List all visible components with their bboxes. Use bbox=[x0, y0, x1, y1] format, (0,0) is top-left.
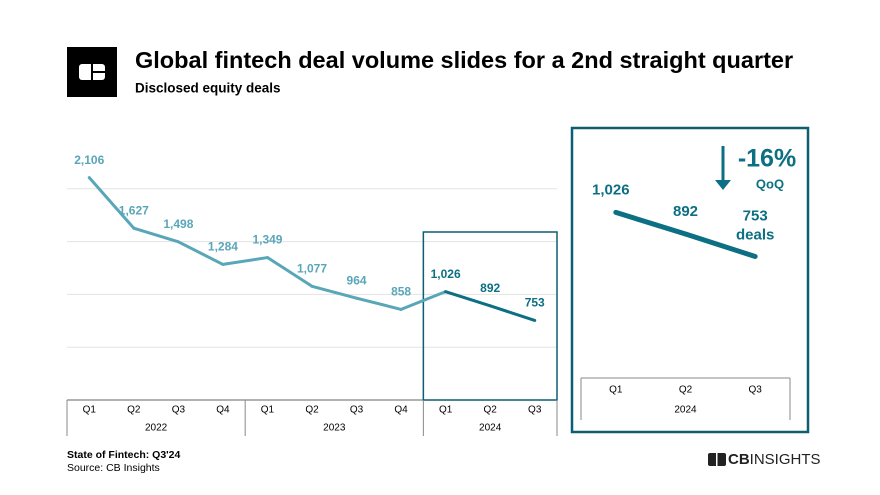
x-tick-label: Q1 bbox=[439, 405, 453, 416]
chart-title: Global fintech deal volume slides for a … bbox=[135, 47, 793, 73]
x-tick-label: Q2 bbox=[484, 405, 498, 416]
x-group-label: 2022 bbox=[145, 423, 168, 434]
footer-report: State of Fintech: Q3'24 bbox=[67, 449, 181, 461]
data-label: 753 bbox=[743, 207, 768, 224]
data-label: 1,349 bbox=[252, 233, 282, 247]
change-label: -16% bbox=[738, 145, 796, 173]
x-tick-label: Q3 bbox=[172, 405, 186, 416]
change-arrow-head bbox=[715, 180, 731, 190]
line-segment bbox=[132, 226, 180, 244]
x-tick-label: Q1 bbox=[261, 405, 275, 416]
x-tick-label: Q3 bbox=[528, 405, 542, 416]
brand-icon bbox=[716, 453, 718, 466]
unit-label: deals bbox=[736, 226, 774, 243]
x-tick-label: Q1 bbox=[83, 405, 97, 416]
inset-frame bbox=[570, 126, 810, 434]
line-segment bbox=[176, 240, 225, 266]
line-segment bbox=[488, 304, 537, 322]
data-label: 892 bbox=[673, 203, 698, 220]
data-label: 964 bbox=[347, 273, 367, 287]
data-label: 858 bbox=[391, 285, 411, 299]
x-tick-label: Q1 bbox=[609, 385, 623, 396]
x-tick-label: Q2 bbox=[127, 405, 141, 416]
data-label: 1,627 bbox=[119, 203, 149, 217]
brand-text: INSIGHTS bbox=[750, 451, 821, 468]
footer-source: Source: CB Insights bbox=[67, 462, 160, 474]
line-segment bbox=[355, 296, 403, 311]
highlight-box bbox=[422, 231, 558, 401]
line-segment bbox=[265, 256, 314, 288]
line-segment bbox=[444, 290, 492, 308]
logo-icon-mark bbox=[93, 71, 105, 73]
brand-bold: CB bbox=[728, 451, 750, 468]
line-segment bbox=[683, 231, 758, 259]
x-group-label: 2024 bbox=[479, 423, 502, 434]
x-tick-label: Q3 bbox=[350, 405, 364, 416]
data-label: 753 bbox=[525, 296, 545, 310]
x-group-label: 2023 bbox=[323, 423, 346, 434]
line-segment bbox=[310, 284, 359, 300]
x-tick-label: Q2 bbox=[305, 405, 319, 416]
data-label: 1,284 bbox=[208, 240, 238, 254]
x-tick-label: Q4 bbox=[394, 405, 408, 416]
data-label: 1,077 bbox=[297, 261, 327, 275]
x-tick-label: Q4 bbox=[216, 405, 230, 416]
x-tick-label: Q3 bbox=[748, 385, 762, 396]
x-tick-label: Q2 bbox=[679, 385, 693, 396]
line-segment bbox=[399, 290, 448, 311]
logo-icon-mark bbox=[91, 64, 93, 80]
chart-subtitle: Disclosed equity deals bbox=[135, 81, 281, 96]
x-group-label: 2024 bbox=[674, 405, 697, 416]
line-segment bbox=[613, 209, 688, 237]
data-label: 1,026 bbox=[592, 181, 630, 198]
data-label: 2,106 bbox=[74, 153, 104, 167]
data-label: 1,498 bbox=[163, 217, 193, 231]
line-segment bbox=[87, 176, 136, 230]
brand-logo: CBINSIGHTS bbox=[728, 451, 821, 468]
data-label: 892 bbox=[480, 281, 500, 295]
change-period: QoQ bbox=[756, 176, 784, 191]
line-segment bbox=[221, 256, 269, 266]
data-label: 1,026 bbox=[431, 267, 461, 281]
